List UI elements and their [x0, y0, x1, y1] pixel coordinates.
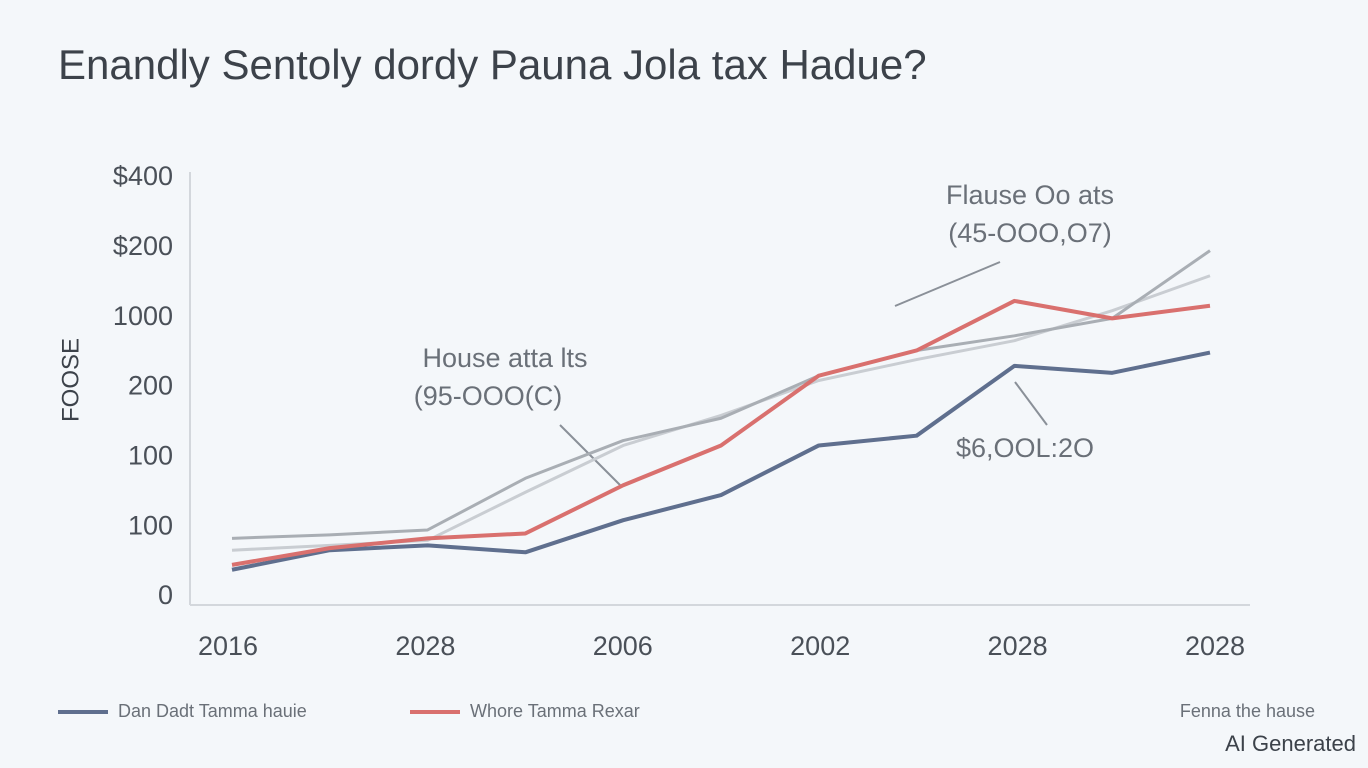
y-tick-label: 100	[128, 510, 173, 540]
watermark: AI Generated	[1225, 731, 1356, 756]
y-axis-label: FOOSE	[57, 338, 84, 422]
y-tick-label: 200	[128, 371, 173, 401]
legend-label: Dan Dadt Tamma hauie	[118, 701, 307, 721]
y-tick-label: 1000	[113, 301, 173, 331]
series-line	[231, 249, 1211, 540]
x-tick-label: 2028	[988, 631, 1048, 661]
annotation: (45-OOO,O7)	[948, 218, 1112, 248]
y-tick-label: $400	[113, 161, 173, 191]
legend-note: Fenna the hause	[1180, 701, 1315, 721]
annotation: Flause Oo ats	[946, 180, 1114, 210]
series-line	[231, 350, 1211, 572]
y-tick-label: 100	[128, 440, 173, 470]
annotation: House atta lts	[422, 343, 587, 373]
chart-title: Enandly Sentoly dordy Pauna Jola tax Had…	[58, 41, 927, 88]
x-tick-label: 2006	[593, 631, 653, 661]
series-line	[231, 298, 1211, 567]
annotation-arrow	[559, 424, 621, 486]
annotation-arrow	[1014, 381, 1048, 426]
x-tick-label: 2028	[1185, 631, 1245, 661]
x-tick-label: 2002	[790, 631, 850, 661]
annotation: (95-OOO(C)	[414, 381, 563, 411]
legend-label: Whore Tamma Rexar	[470, 701, 640, 721]
x-tick-label: 2016	[198, 631, 258, 661]
annotation-arrow	[894, 261, 1001, 307]
x-tick-label: 2028	[395, 631, 455, 661]
y-tick-label: 0	[158, 580, 173, 610]
y-tick-label: $200	[113, 231, 173, 261]
annotation: $6,OOL:2O	[956, 433, 1094, 463]
